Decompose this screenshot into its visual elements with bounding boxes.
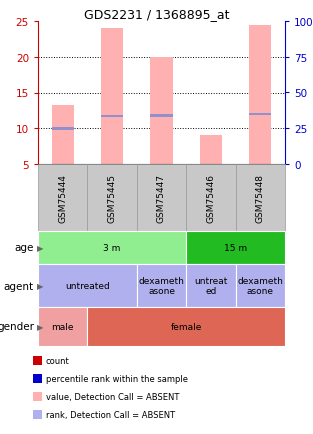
Text: ▶: ▶ <box>37 322 43 331</box>
Text: GDS2231 / 1368895_at: GDS2231 / 1368895_at <box>84 8 229 21</box>
Bar <box>249 26 271 164</box>
Text: age: age <box>15 243 34 253</box>
Text: ▶: ▶ <box>37 281 43 290</box>
Text: GSM75447: GSM75447 <box>157 174 166 223</box>
Text: 3 m: 3 m <box>103 243 121 253</box>
Bar <box>249 113 271 116</box>
Text: GSM75448: GSM75448 <box>256 174 265 223</box>
Bar <box>101 115 123 118</box>
Text: male: male <box>51 322 74 331</box>
Bar <box>150 58 172 164</box>
Text: 15 m: 15 m <box>224 243 247 253</box>
Text: GSM75445: GSM75445 <box>108 174 117 223</box>
Bar <box>200 136 222 164</box>
Text: count: count <box>46 356 70 365</box>
Text: gender: gender <box>0 322 34 332</box>
Bar <box>52 128 74 130</box>
Bar <box>52 106 74 164</box>
Text: percentile rank within the sample: percentile rank within the sample <box>46 374 188 383</box>
Text: GSM75446: GSM75446 <box>206 174 215 223</box>
Text: rank, Detection Call = ABSENT: rank, Detection Call = ABSENT <box>46 410 175 419</box>
Text: ▶: ▶ <box>37 243 43 253</box>
Bar <box>150 115 172 117</box>
Text: agent: agent <box>4 281 34 291</box>
Text: dexameth
asone: dexameth asone <box>237 276 283 296</box>
Text: GSM75444: GSM75444 <box>58 174 67 222</box>
Text: female: female <box>171 322 202 331</box>
Text: dexameth
asone: dexameth asone <box>139 276 184 296</box>
Bar <box>101 29 123 164</box>
Text: value, Detection Call = ABSENT: value, Detection Call = ABSENT <box>46 392 179 401</box>
Text: untreated: untreated <box>65 281 110 290</box>
Text: untreat
ed: untreat ed <box>194 276 228 296</box>
